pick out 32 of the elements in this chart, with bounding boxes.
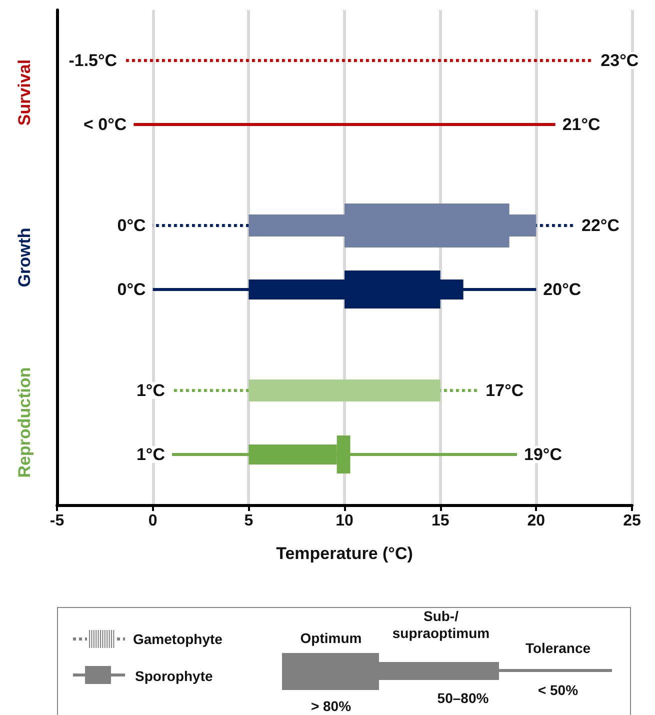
annotation: 1°C [136, 381, 165, 400]
annotation: 22°C [582, 216, 620, 235]
annotation: 19°C [524, 445, 562, 464]
y-tick-label: Reproduction [15, 367, 34, 478]
x-tick-label: 0 [148, 512, 158, 530]
text: Gametophyte [133, 631, 222, 648]
x-tick-label: 5 [244, 512, 254, 530]
annotation: 0°C [117, 216, 146, 235]
x-tick-label: 25 [623, 512, 641, 530]
annotation: 20°C [543, 280, 582, 299]
bar [248, 380, 440, 402]
annotation: 21°C [562, 115, 600, 134]
x-tick-label: 20 [527, 512, 546, 530]
text: < 50% [538, 682, 578, 699]
x-tick-label: 10 [336, 512, 354, 530]
text: > 80% [310, 698, 352, 715]
x-tick-label: -5 [50, 512, 64, 530]
annotation: 23°C [600, 51, 639, 70]
annotation: 0°C [117, 280, 146, 299]
annotation: -1.5°C [68, 51, 118, 70]
text: Tolerance [525, 640, 591, 657]
y-tick-label: Growth [15, 228, 34, 288]
annotation: 1°C [136, 445, 165, 464]
x-tick-label: 15 [431, 512, 450, 530]
annotation: 17°C [486, 381, 524, 400]
x-axis-title: Temperature (°C) [276, 544, 413, 563]
text: Optimum [300, 630, 362, 647]
y-tick-label: Survival [15, 59, 34, 126]
text: 50–80% [437, 690, 489, 707]
annotation: < 0°C [83, 115, 127, 134]
text: Sub-/ supraoptimum [392, 608, 490, 642]
text: Sporophyte [135, 668, 213, 685]
